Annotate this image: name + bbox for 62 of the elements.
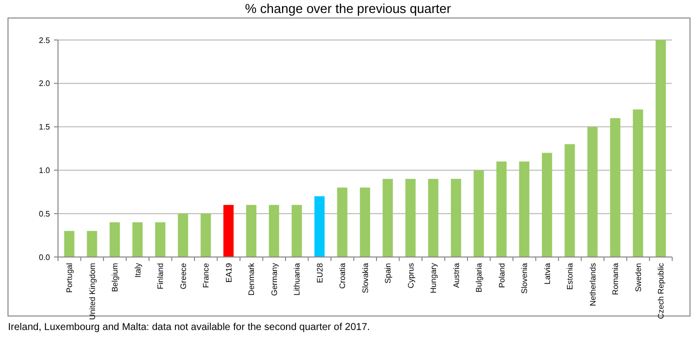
bar bbox=[337, 188, 348, 257]
x-tick-label: Austria bbox=[452, 262, 461, 288]
bar bbox=[656, 40, 666, 257]
bar bbox=[178, 214, 188, 257]
x-tick-label: EU28 bbox=[315, 262, 324, 284]
bar bbox=[542, 152, 552, 257]
y-tick-label: 2.5 bbox=[38, 36, 51, 45]
x-tick-label: Netherlands bbox=[588, 263, 598, 306]
x-tick-label: Slovakia bbox=[360, 262, 370, 294]
x-tick-label: Lithuania bbox=[292, 262, 302, 296]
bar bbox=[246, 204, 256, 257]
x-tick-label: Germany bbox=[270, 263, 279, 296]
bar bbox=[360, 188, 370, 257]
bar bbox=[314, 196, 325, 257]
x-tick-label: United Kingdom bbox=[88, 262, 97, 320]
x-tick-label: Croatia bbox=[338, 262, 348, 289]
bar bbox=[223, 204, 234, 257]
bar bbox=[382, 178, 393, 257]
x-tick-label: Finland bbox=[156, 263, 166, 290]
bar bbox=[292, 204, 302, 257]
x-tick-label: France bbox=[202, 262, 211, 288]
x-tick-label: Romania bbox=[611, 262, 620, 296]
x-tick-label: Cyprus bbox=[406, 263, 416, 288]
x-tick-label: Poland bbox=[497, 263, 506, 288]
y-tick-label: 0.5 bbox=[38, 209, 51, 218]
x-tick-label: Latvia bbox=[542, 262, 552, 284]
x-tick-label: Italy bbox=[133, 263, 142, 278]
bar bbox=[474, 170, 484, 257]
y-tick-label: 0.0 bbox=[38, 252, 51, 262]
x-tick-label: Denmark bbox=[247, 262, 256, 296]
y-tick-label: 1.5 bbox=[38, 122, 51, 132]
x-tick-label: Slovenia bbox=[520, 262, 530, 294]
bar bbox=[86, 230, 98, 257]
bar bbox=[132, 222, 143, 257]
bar bbox=[496, 162, 507, 257]
x-tick-label: Sweden bbox=[634, 263, 643, 292]
x-tick-label: Portugal bbox=[65, 262, 74, 293]
bar bbox=[200, 214, 211, 257]
x-tick-label: Czech Republic bbox=[656, 263, 666, 320]
bar bbox=[155, 222, 166, 257]
x-tick-label: Spain bbox=[384, 263, 393, 284]
x-tick-label: Estonia bbox=[566, 262, 575, 290]
bar bbox=[632, 109, 644, 257]
y-tick-label: 1.0 bbox=[38, 166, 51, 175]
x-tick-label: Greece bbox=[178, 262, 188, 290]
x-tick-label: EA19 bbox=[224, 262, 234, 283]
y-tick-label: 2.0 bbox=[38, 79, 51, 88]
bar bbox=[64, 230, 74, 257]
bar bbox=[110, 222, 120, 257]
bar bbox=[450, 178, 462, 257]
text: Ireland, Luxembourg and Malta: data not available for the second quarter of 2017. bbox=[8, 322, 370, 333]
bar bbox=[519, 162, 530, 257]
x-tick-label: Bulgaria bbox=[474, 262, 484, 292]
bar bbox=[405, 178, 416, 257]
x-tick-label: Hungary bbox=[429, 263, 438, 294]
bar bbox=[610, 118, 620, 257]
bar bbox=[564, 144, 575, 257]
bar bbox=[268, 204, 280, 257]
x-tick-label: Belgium bbox=[110, 262, 120, 292]
chart-title: % change over the previous quarter bbox=[245, 1, 452, 16]
bar bbox=[428, 178, 438, 257]
bar bbox=[587, 126, 598, 257]
